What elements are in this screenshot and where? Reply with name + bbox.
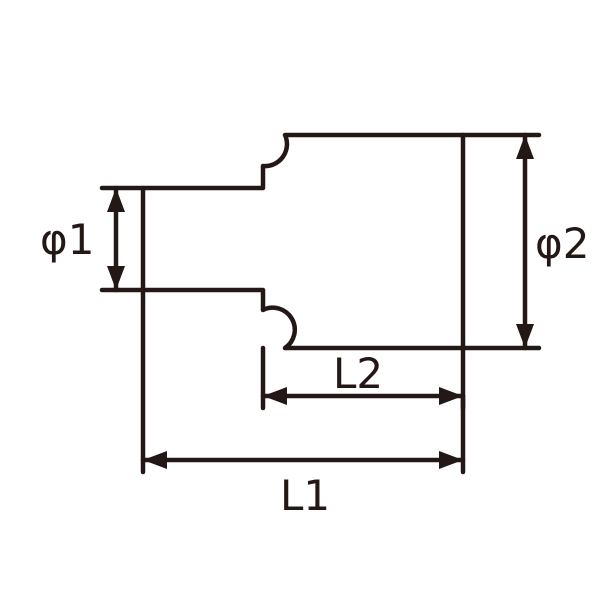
fitting-outline <box>143 135 463 348</box>
label-phi2: φ2 <box>535 219 589 268</box>
dimension-arrowheads <box>107 135 534 469</box>
label-phi1: φ1 <box>40 215 94 264</box>
label-l2: L2 <box>333 349 383 398</box>
technical-drawing: φ1 φ2 L2 L1 <box>0 0 600 600</box>
extension-lines <box>102 135 539 472</box>
label-l1: L1 <box>280 471 330 520</box>
